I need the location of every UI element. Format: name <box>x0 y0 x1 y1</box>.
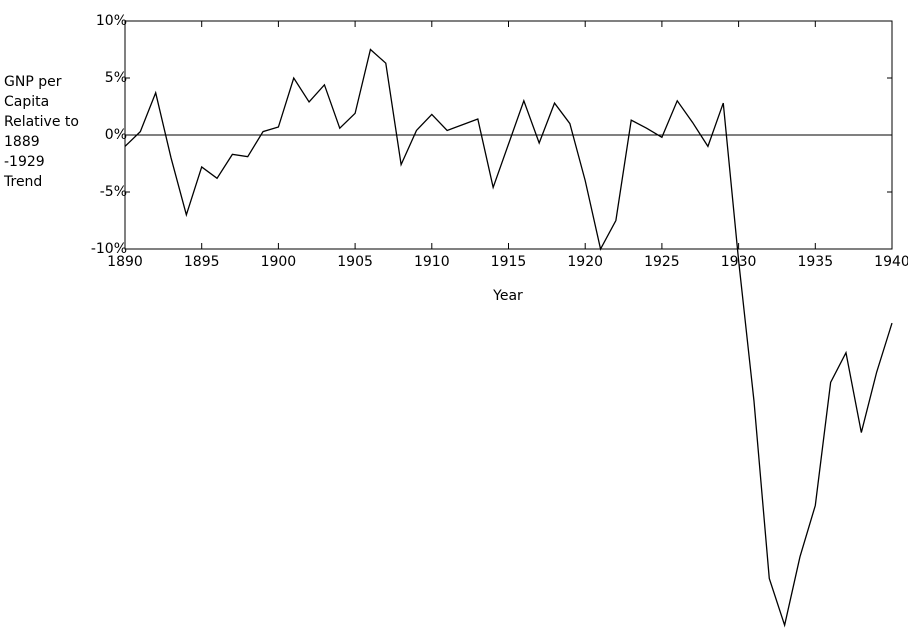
x-tick-label: 1910 <box>414 254 450 270</box>
y-axis-label: GNP per Capita Relative to 1889 -1929 Tr… <box>4 74 79 190</box>
y-tick-label: -10% <box>91 241 127 257</box>
x-axis-label: Year <box>492 288 523 304</box>
x-tick-label: 1895 <box>184 254 220 270</box>
x-tick-label: 1915 <box>491 254 527 270</box>
x-tick-label: 1905 <box>337 254 373 270</box>
x-tick-label: 1925 <box>644 254 680 270</box>
x-tick-label: 1890 <box>107 254 143 270</box>
data-line <box>124 48 893 628</box>
y-tick-label: 10% <box>96 13 127 29</box>
x-tick-label: 1920 <box>567 254 603 270</box>
y-tick-label: 5% <box>105 70 127 86</box>
x-tick-label: 1900 <box>261 254 297 270</box>
x-tick-label: 1935 <box>797 254 833 270</box>
y-tick-label: 0% <box>105 127 127 143</box>
y-tick-label: -5% <box>100 184 127 200</box>
x-tick-label: 1940 <box>874 254 908 270</box>
